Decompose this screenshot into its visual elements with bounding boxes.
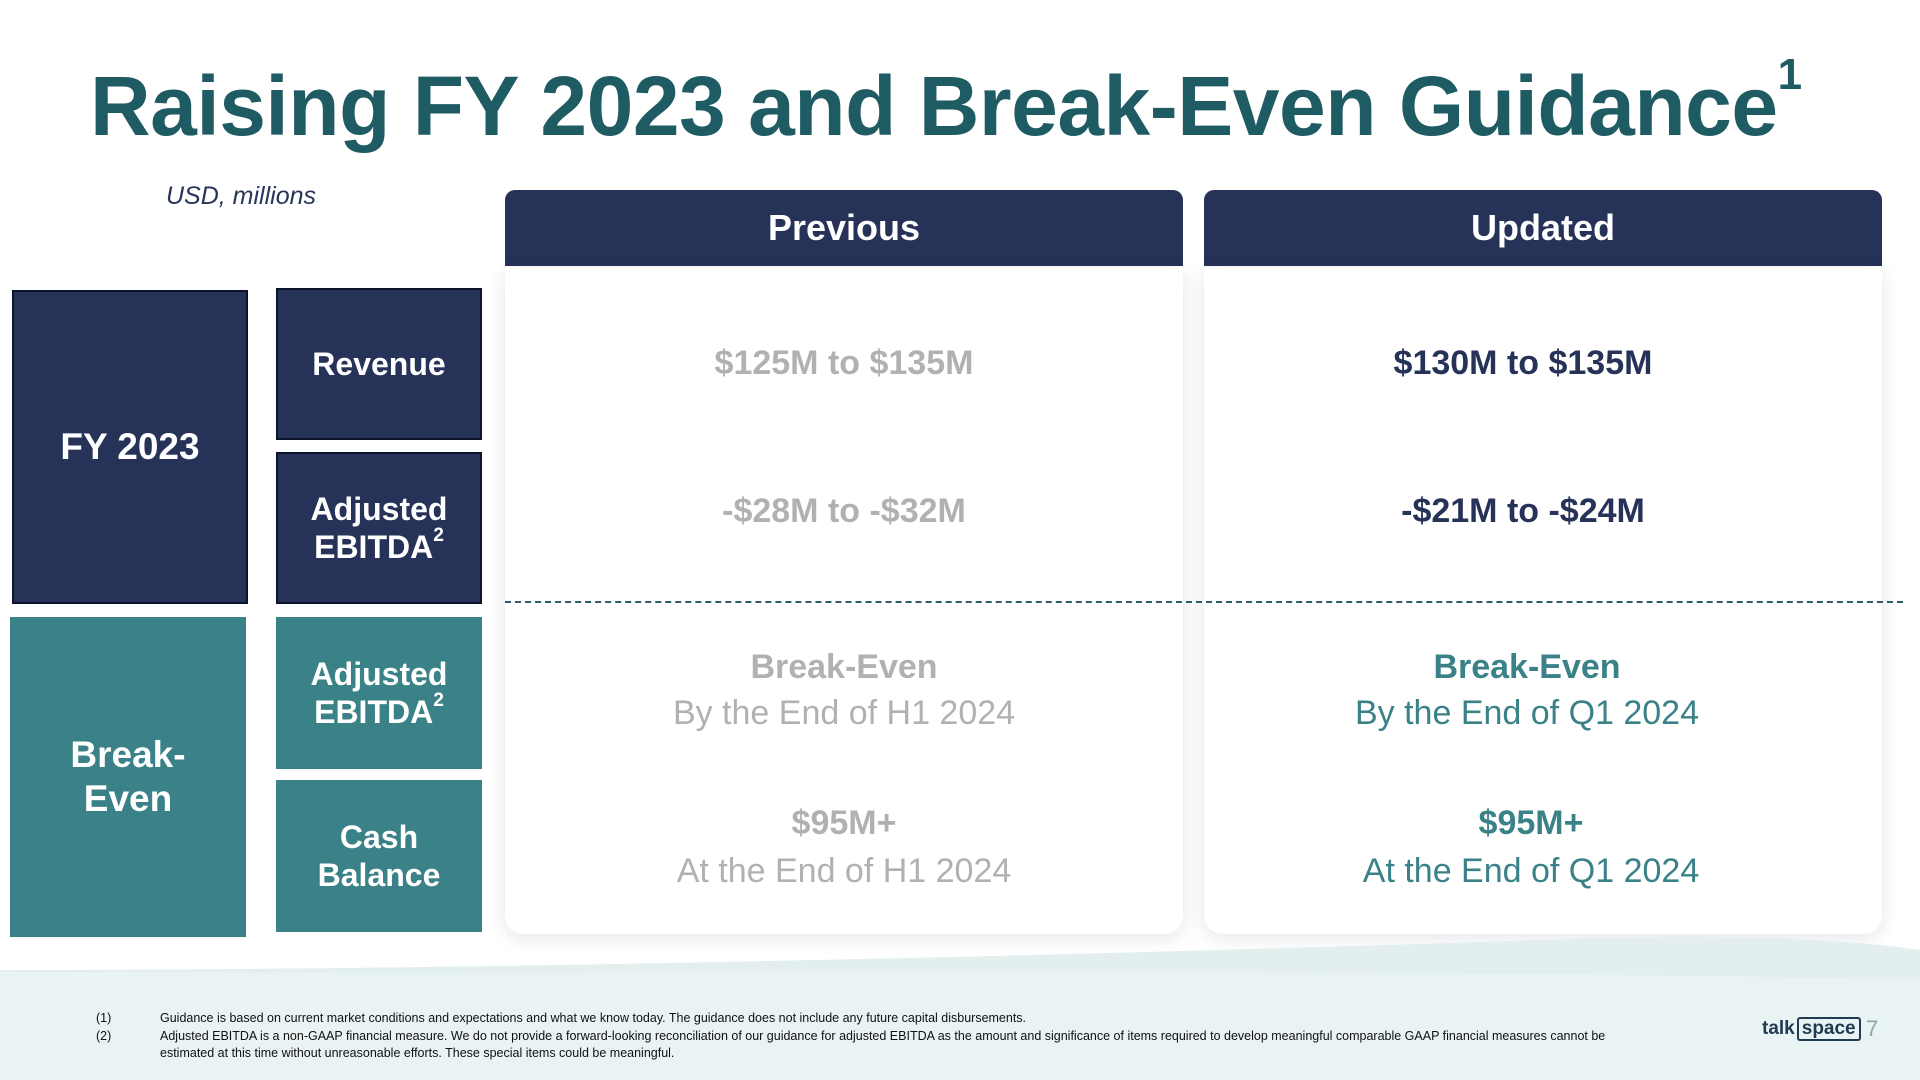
previous-cash-sub: At the End of H1 2024: [676, 852, 1012, 890]
footnotes: (1) Guidance is based on current market c…: [96, 1010, 1620, 1063]
updated-breakeven-title: Break-Even: [1433, 648, 1621, 686]
cash-line2: Balance: [317, 857, 441, 893]
ebitda-fy-footnote-marker: 2: [433, 525, 444, 546]
section-divider: [505, 601, 1903, 603]
adjusted-ebitda-be-line2: EBITDA: [314, 694, 434, 730]
updated-cash-title: $95M+: [1478, 804, 1584, 842]
adjusted-ebitda-be-label: Adjusted EBITDA2: [276, 617, 482, 769]
break-even-label: Break- Even: [10, 617, 246, 937]
fy2023-label: FY 2023: [12, 290, 248, 604]
units-label: USD, millions: [166, 182, 317, 210]
updated-ebitda: -$21M to -$24M: [1401, 492, 1645, 530]
ebitda-be-footnote-marker: 2: [433, 690, 444, 711]
adjusted-ebitda-be-line1: Adjusted: [310, 655, 448, 692]
previous-revenue: $125M to $135M: [714, 344, 974, 382]
cash-line1: Cash: [339, 818, 419, 855]
previous-breakeven-sub: By the End of H1 2024: [672, 694, 1016, 732]
cash-balance-label: Cash Balance: [276, 780, 482, 932]
fy2023-text: FY 2023: [60, 425, 200, 467]
title-footnote-marker: 1: [1777, 50, 1802, 99]
previous-ebitda: -$28M to -$32M: [722, 492, 966, 530]
adjusted-ebitda-fy-line1: Adjusted: [310, 490, 448, 527]
talkspace-logo: talk space: [1762, 1017, 1861, 1041]
footnote-1-text: Guidance is based on current market cond…: [160, 1011, 1027, 1025]
previous-cash-title: $95M+: [791, 804, 897, 842]
revenue-label: Revenue: [276, 288, 482, 440]
updated-revenue: $130M to $135M: [1393, 344, 1653, 382]
adjusted-ebitda-fy-line2: EBITDA: [314, 529, 434, 565]
updated-cash-sub: At the End of Q1 2024: [1362, 852, 1700, 890]
adjusted-ebitda-fy-label: Adjusted EBITDA2: [276, 452, 482, 604]
footnote-2-num: (2): [96, 1028, 112, 1043]
title-text: Raising FY 2023 and Break-Even Guidance: [90, 59, 1778, 153]
footnote-2-text: Adjusted EBITDA is a non-GAAP financial …: [160, 1028, 1606, 1061]
updated-breakeven-sub: By the End of Q1 2024: [1354, 694, 1700, 732]
logo-part1: talk: [1762, 1018, 1795, 1039]
footer-wave: [0, 936, 1920, 1080]
break-even-line2: Even: [83, 778, 173, 819]
updated-column-header: Updated: [1204, 190, 1882, 266]
previous-column-header: Previous: [505, 190, 1183, 266]
footnote-2: (2) Adjusted EBITDA is a non-GAAP financi…: [96, 1028, 1620, 1063]
page-title: Raising FY 2023 and Break-Even Guidance1: [90, 50, 1802, 155]
footnote-1-num: (1): [96, 1011, 112, 1025]
break-even-line1: Break-: [70, 733, 186, 775]
previous-breakeven-title: Break-Even: [750, 648, 938, 686]
break-even-text: Break- Even: [70, 733, 185, 822]
footnote-1: (1) Guidance is based on current market c…: [96, 1010, 1620, 1028]
revenue-text: Revenue: [312, 345, 446, 382]
logo-part2: space: [1796, 1017, 1861, 1041]
page-number: 7: [1866, 1016, 1879, 1041]
